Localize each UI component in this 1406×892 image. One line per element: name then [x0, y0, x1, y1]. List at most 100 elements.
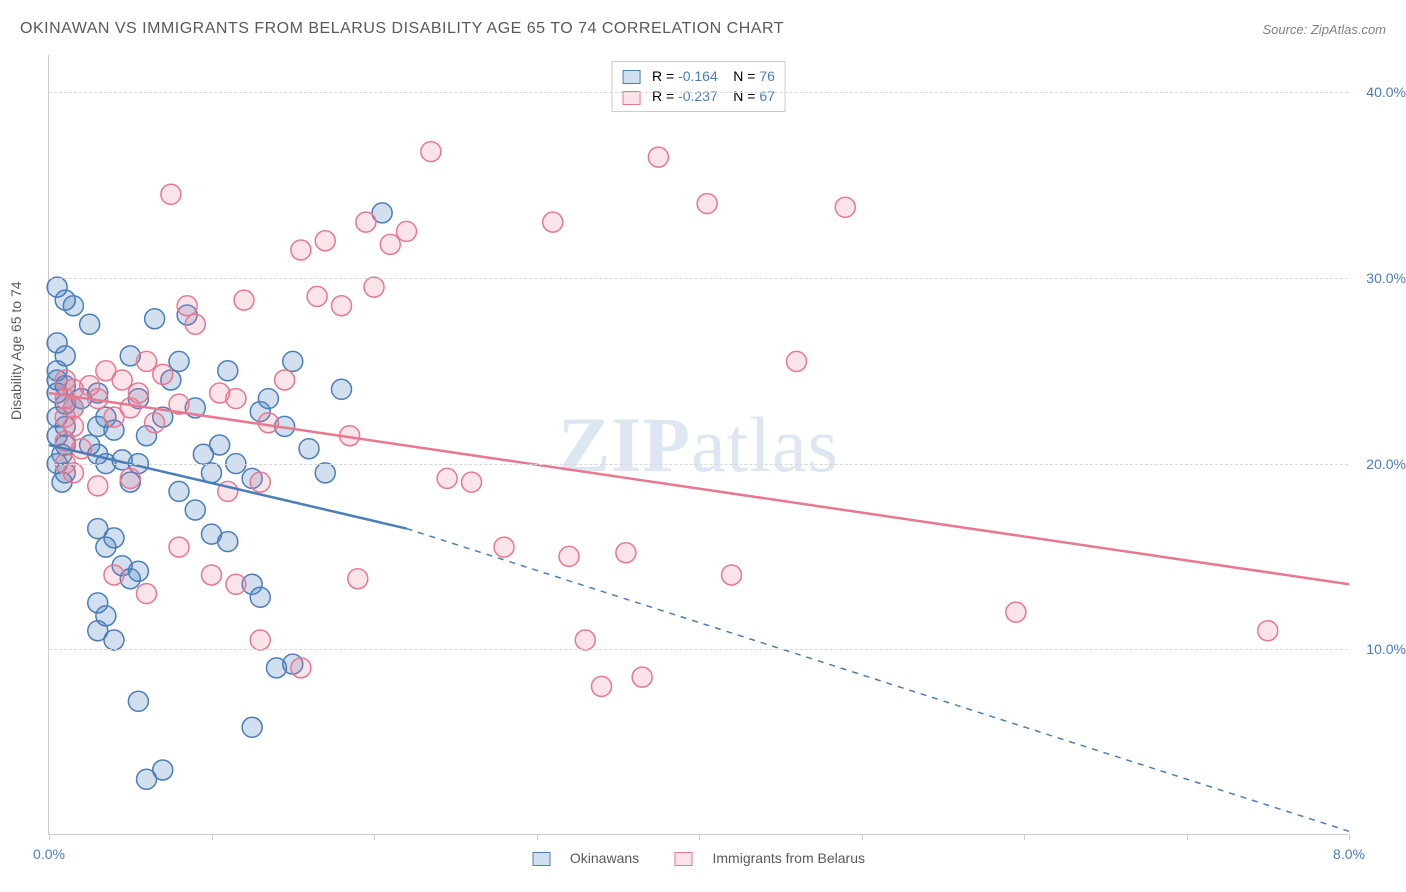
data-point: [128, 691, 148, 711]
data-point: [185, 314, 205, 334]
data-point: [592, 676, 612, 696]
data-point: [648, 147, 668, 167]
legend-swatch-okinawans: [622, 70, 640, 84]
data-point: [145, 413, 165, 433]
data-point: [250, 587, 270, 607]
x-tick-label: 0.0%: [33, 846, 65, 862]
data-point: [128, 383, 148, 403]
data-point: [787, 351, 807, 371]
data-point: [348, 569, 368, 589]
data-point: [250, 472, 270, 492]
x-tick: [699, 834, 700, 840]
data-point: [1006, 602, 1026, 622]
data-point: [177, 296, 197, 316]
data-point: [315, 231, 335, 251]
x-tick: [212, 834, 213, 840]
data-point: [462, 472, 482, 492]
data-point: [104, 528, 124, 548]
correlation-legend: R = -0.164 N = 76 R = -0.237 N = 67: [611, 61, 786, 112]
data-point: [332, 379, 352, 399]
gridline: [49, 649, 1348, 650]
data-point: [575, 630, 595, 650]
data-point: [210, 435, 230, 455]
source-attribution: Source: ZipAtlas.com: [1262, 22, 1386, 37]
y-tick-label: 20.0%: [1366, 456, 1406, 472]
data-point: [291, 658, 311, 678]
data-point: [128, 561, 148, 581]
data-point: [137, 351, 157, 371]
data-point: [291, 240, 311, 260]
data-point: [153, 760, 173, 780]
data-point: [437, 468, 457, 488]
y-tick-label: 30.0%: [1366, 270, 1406, 286]
data-point: [202, 565, 222, 585]
data-point: [616, 543, 636, 563]
x-tick: [1187, 834, 1188, 840]
data-point: [185, 500, 205, 520]
x-tick-label: 8.0%: [1333, 846, 1365, 862]
data-point: [275, 370, 295, 390]
data-point: [835, 197, 855, 217]
data-point: [63, 296, 83, 316]
legend-r-value-belarus: -0.237: [678, 88, 718, 104]
data-point: [242, 717, 262, 737]
data-point: [80, 314, 100, 334]
data-point: [120, 468, 140, 488]
data-point: [421, 142, 441, 162]
data-point: [299, 439, 319, 459]
data-point: [258, 389, 278, 409]
trend-line-extrapolated: [407, 529, 1350, 832]
legend-swatch-belarus-bottom: [675, 852, 693, 866]
y-tick-label: 40.0%: [1366, 84, 1406, 100]
x-tick: [1349, 834, 1350, 840]
y-tick-label: 10.0%: [1366, 641, 1406, 657]
data-point: [543, 212, 563, 232]
x-tick: [374, 834, 375, 840]
data-point: [332, 296, 352, 316]
data-point: [397, 221, 417, 241]
data-point: [218, 532, 238, 552]
data-point: [88, 476, 108, 496]
legend-n-label: N =: [722, 68, 760, 84]
legend-n-value-belarus: 67: [759, 88, 775, 104]
data-point: [632, 667, 652, 687]
data-point: [1258, 621, 1278, 641]
legend-row-belarus: R = -0.237 N = 67: [622, 86, 775, 106]
legend-r-label: R =: [652, 88, 678, 104]
data-point: [161, 184, 181, 204]
data-point: [250, 630, 270, 650]
data-point: [112, 370, 132, 390]
legend-n-label: N =: [722, 88, 760, 104]
x-tick: [49, 834, 50, 840]
data-point: [104, 630, 124, 650]
legend-n-value-okinawans: 76: [759, 68, 775, 84]
data-point: [202, 463, 222, 483]
legend-label-belarus: Immigrants from Belarus: [713, 850, 865, 866]
trend-line: [49, 393, 1349, 584]
data-point: [226, 574, 246, 594]
data-point: [72, 439, 92, 459]
gridline: [49, 92, 1348, 93]
x-tick: [862, 834, 863, 840]
data-point: [315, 463, 335, 483]
data-point: [153, 364, 173, 384]
data-point: [218, 361, 238, 381]
data-point: [722, 565, 742, 585]
series-legend: Okinawans Immigrants from Belarus: [524, 850, 873, 866]
legend-row-okinawans: R = -0.164 N = 76: [622, 66, 775, 86]
data-point: [169, 481, 189, 501]
legend-r-value-okinawans: -0.164: [678, 68, 718, 84]
x-tick: [1024, 834, 1025, 840]
data-point: [226, 389, 246, 409]
data-point: [307, 286, 327, 306]
data-point: [169, 537, 189, 557]
data-point: [104, 565, 124, 585]
legend-r-label: R =: [652, 68, 678, 84]
data-point: [137, 584, 157, 604]
data-point: [559, 546, 579, 566]
data-point: [494, 537, 514, 557]
data-point: [380, 234, 400, 254]
data-point: [258, 413, 278, 433]
data-point: [356, 212, 376, 232]
data-point: [697, 194, 717, 214]
